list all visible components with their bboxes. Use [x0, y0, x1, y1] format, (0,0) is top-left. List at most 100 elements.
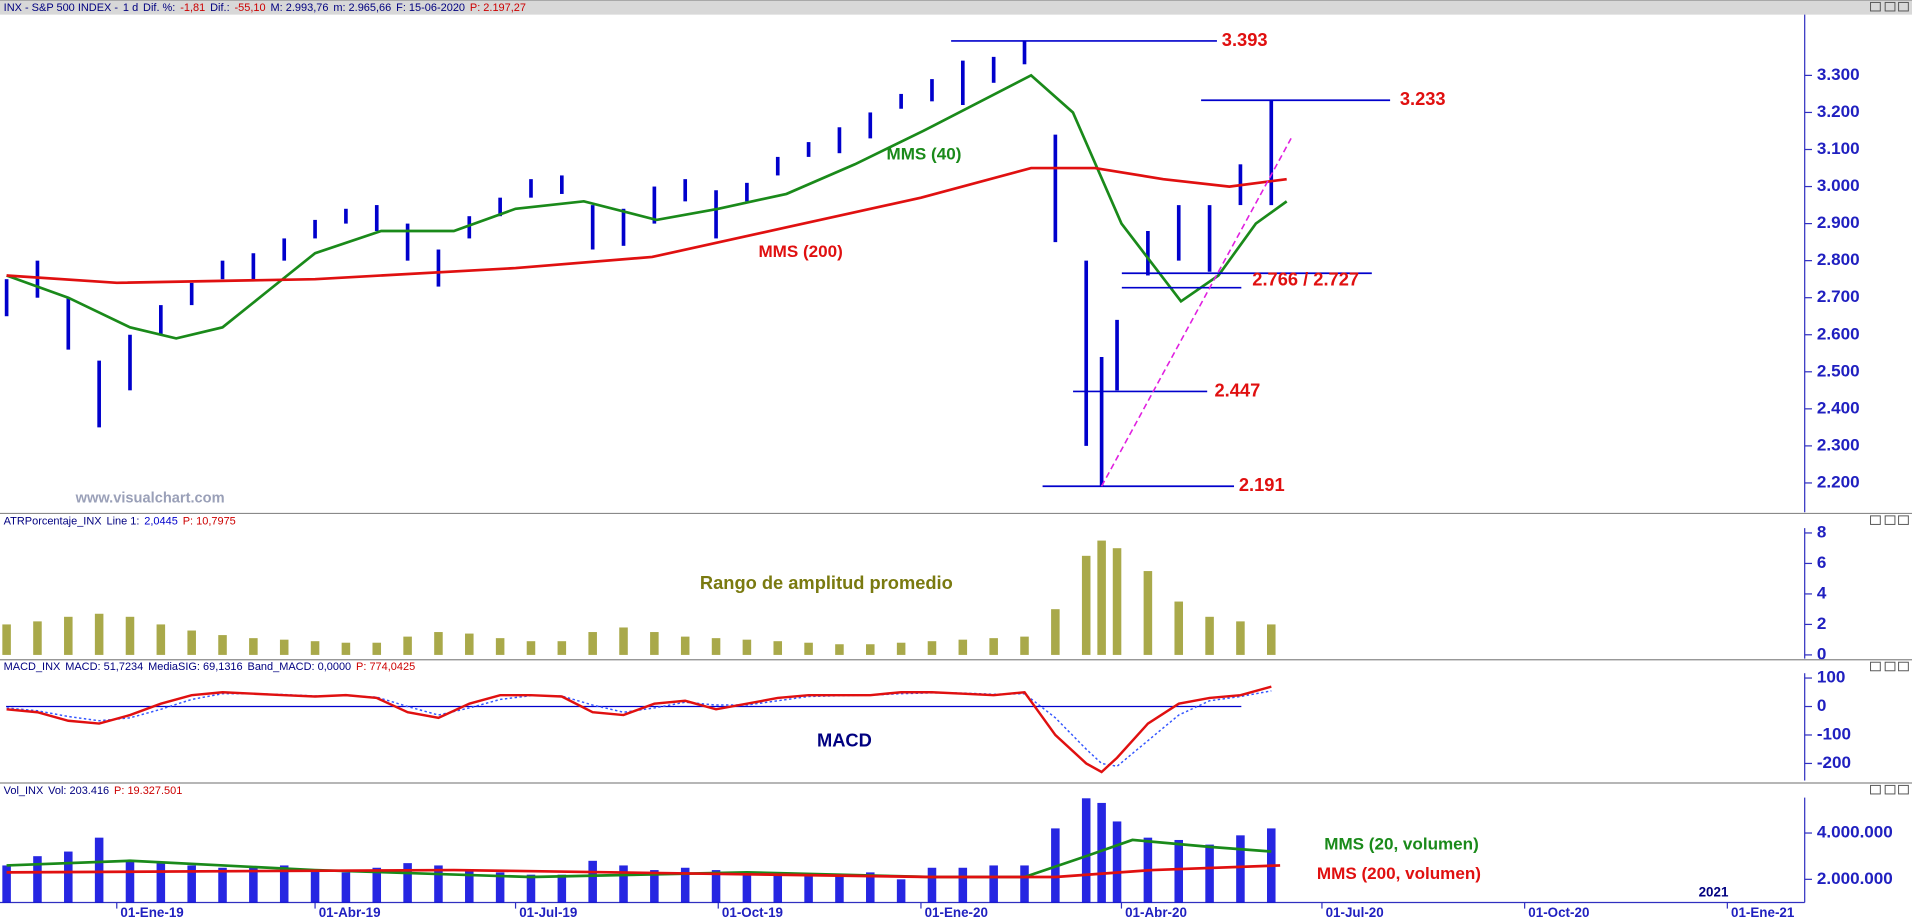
y-tick-label: -100 [1817, 724, 1851, 743]
bar [2, 624, 11, 655]
bar [341, 872, 351, 903]
level-label: 3.233 [1400, 88, 1446, 109]
header-field: Vol: 203.416 [48, 785, 109, 797]
annotation: 2021 [1699, 884, 1729, 899]
bar [372, 867, 382, 903]
bar [619, 865, 628, 903]
bar [650, 870, 659, 903]
bar [773, 641, 783, 655]
panel-header [0, 0, 1912, 15]
bar [1051, 609, 1060, 655]
bar [1236, 835, 1245, 903]
header-field: ATRPorcentaje_INX [4, 515, 103, 527]
y-tick-label: 2.800 [1817, 250, 1860, 269]
bar [495, 872, 505, 903]
bar [434, 632, 443, 655]
panel-header-text: INX - S&P 500 INDEX - 1 d Dif. %: -1,81 Dif.… [4, 2, 526, 14]
bar [279, 865, 289, 903]
bar [588, 632, 597, 655]
panel-header-text: Vol_INX Vol: 203.416 P: 19.327.501 [4, 785, 183, 797]
bar [310, 870, 320, 903]
bar [465, 633, 474, 655]
moving-average [6, 73, 1288, 340]
header-field: 1 d [123, 2, 138, 14]
bar [989, 865, 998, 903]
bar [187, 865, 196, 903]
bar [742, 639, 752, 655]
annotation: Rango de amplitud promedio [700, 572, 953, 593]
bar [1174, 601, 1184, 655]
bar [896, 642, 906, 655]
y-tick-label: 2.300 [1817, 435, 1860, 454]
level-label: 2.766 / 2.727 [1252, 268, 1359, 289]
header-field: Vol_INX [4, 785, 44, 797]
y-tick-label: 2.900 [1817, 213, 1860, 232]
bar [835, 644, 844, 655]
y-tick-label: 3.300 [1817, 65, 1860, 84]
bar [1205, 616, 1214, 655]
bar [1020, 865, 1029, 903]
bar [711, 870, 721, 903]
window-button [1884, 515, 1896, 525]
bar [64, 851, 73, 903]
bar [958, 867, 968, 903]
window-button [1884, 661, 1896, 672]
y-tick-label: 2 [1817, 614, 1826, 633]
bar [434, 865, 443, 903]
bar [1020, 636, 1029, 655]
bar [650, 632, 659, 655]
panel-header [0, 659, 1912, 674]
y-tick-label: 3.100 [1817, 139, 1860, 158]
window-button [1898, 515, 1909, 525]
bar [64, 616, 73, 655]
bar [1143, 571, 1153, 655]
bar [125, 616, 135, 655]
header-field: P: 19.327.501 [114, 785, 182, 797]
panel-header-text: ATRPorcentaje_INX Line 1: 2,0445 P: 10,7975 [4, 515, 236, 527]
header-field: M: 2.993,76 [271, 2, 329, 14]
bar [742, 872, 752, 903]
bar [1174, 839, 1184, 903]
x-tick-label: 01-Oct-19 [722, 905, 783, 920]
y-tick-label: 6 [1817, 553, 1826, 572]
window-button [1870, 1, 1881, 12]
y-tick-label: 2.200 [1817, 472, 1860, 491]
bar [156, 624, 166, 655]
bar [279, 639, 289, 655]
window-button [1884, 784, 1896, 795]
bar [1097, 802, 1106, 903]
header-field: Dif. %: [143, 2, 175, 14]
level-label: 2.447 [1215, 379, 1261, 400]
header-field: -1,81 [180, 2, 205, 14]
y-tick-label: -200 [1817, 753, 1851, 772]
window-button [1898, 661, 1909, 672]
bar [1112, 548, 1122, 655]
header-field: MACD: 51,7234 [65, 661, 143, 673]
bar [619, 627, 628, 655]
bar [927, 867, 937, 903]
bar [403, 863, 412, 903]
y-tick-label: 100 [1817, 668, 1845, 687]
y-tick-label: 2.400 [1817, 398, 1860, 417]
bar [526, 641, 536, 655]
bar [896, 879, 906, 903]
x-tick-label: 01-Jul-20 [1326, 905, 1384, 920]
bar [989, 638, 998, 655]
bar [526, 874, 536, 903]
bar [94, 613, 104, 655]
bar [495, 638, 505, 655]
level-label: 3.393 [1222, 29, 1268, 50]
bar [156, 863, 166, 903]
bar [958, 639, 968, 655]
window-button [1884, 1, 1896, 12]
bar [835, 874, 844, 903]
x-tick-label: 01-Ene-21 [1731, 905, 1795, 920]
bar [804, 642, 813, 655]
y-tick-label: 3.000 [1817, 176, 1860, 195]
panel-header [0, 513, 1912, 529]
trend-line [1100, 138, 1292, 487]
bar [33, 621, 42, 655]
window-button [1870, 515, 1881, 525]
x-tick-label: 01-Abr-19 [319, 905, 381, 920]
